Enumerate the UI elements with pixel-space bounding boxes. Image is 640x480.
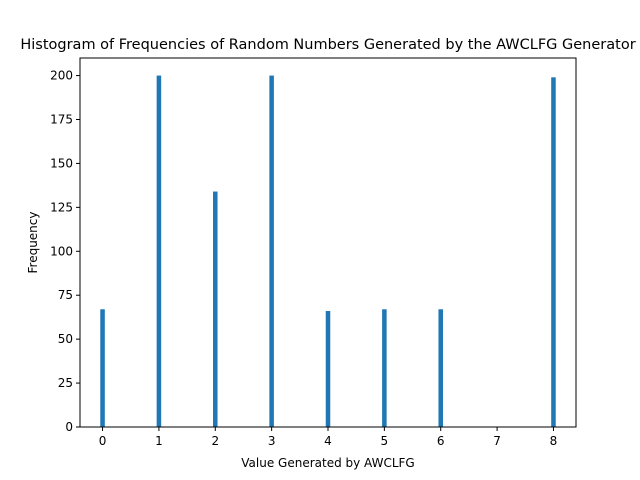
- x-tick-label-7: 7: [493, 434, 501, 448]
- y-axis-label: Frequency: [26, 212, 40, 274]
- y-tick-label-0: 0: [65, 420, 73, 434]
- bar-2: [213, 191, 218, 427]
- bar-8: [551, 77, 556, 427]
- y-tick-label-200: 200: [50, 69, 73, 83]
- bar-5: [382, 309, 387, 427]
- x-tick-label-6: 6: [437, 434, 445, 448]
- bar-6: [438, 309, 443, 427]
- bars-group: [100, 75, 556, 428]
- x-tick-label-8: 8: [550, 434, 558, 448]
- x-axis-label: Value Generated by AWCLFG: [241, 456, 414, 470]
- y-tick-label-175: 175: [50, 113, 73, 127]
- x-tick-label-2: 2: [211, 434, 219, 448]
- y-tick-label-50: 50: [58, 332, 73, 346]
- bar-4: [325, 311, 331, 427]
- x-tick-label-5: 5: [381, 434, 389, 448]
- x-tick-label-3: 3: [268, 434, 276, 448]
- bar-0: [100, 309, 105, 427]
- y-tick-label-150: 150: [50, 156, 73, 170]
- y-tick-label-100: 100: [50, 244, 73, 258]
- x-tick-label-0: 0: [99, 434, 107, 448]
- x-axis-ticks: 0 1 2 3 4 5 6 7 8: [99, 427, 558, 448]
- y-tick-label-125: 125: [50, 200, 73, 214]
- bar-3: [269, 75, 274, 428]
- x-tick-label-4: 4: [324, 434, 332, 448]
- plot-frame: [79, 57, 577, 428]
- y-tick-label-25: 25: [58, 376, 73, 390]
- y-axis-ticks: 0 25 50 75 100 125 150 175 200: [50, 69, 80, 434]
- chart-title: Histogram of Frequencies of Random Numbe…: [20, 37, 635, 53]
- x-tick-label-1: 1: [155, 434, 163, 448]
- bar-1: [156, 75, 162, 428]
- y-tick-label-75: 75: [58, 288, 73, 302]
